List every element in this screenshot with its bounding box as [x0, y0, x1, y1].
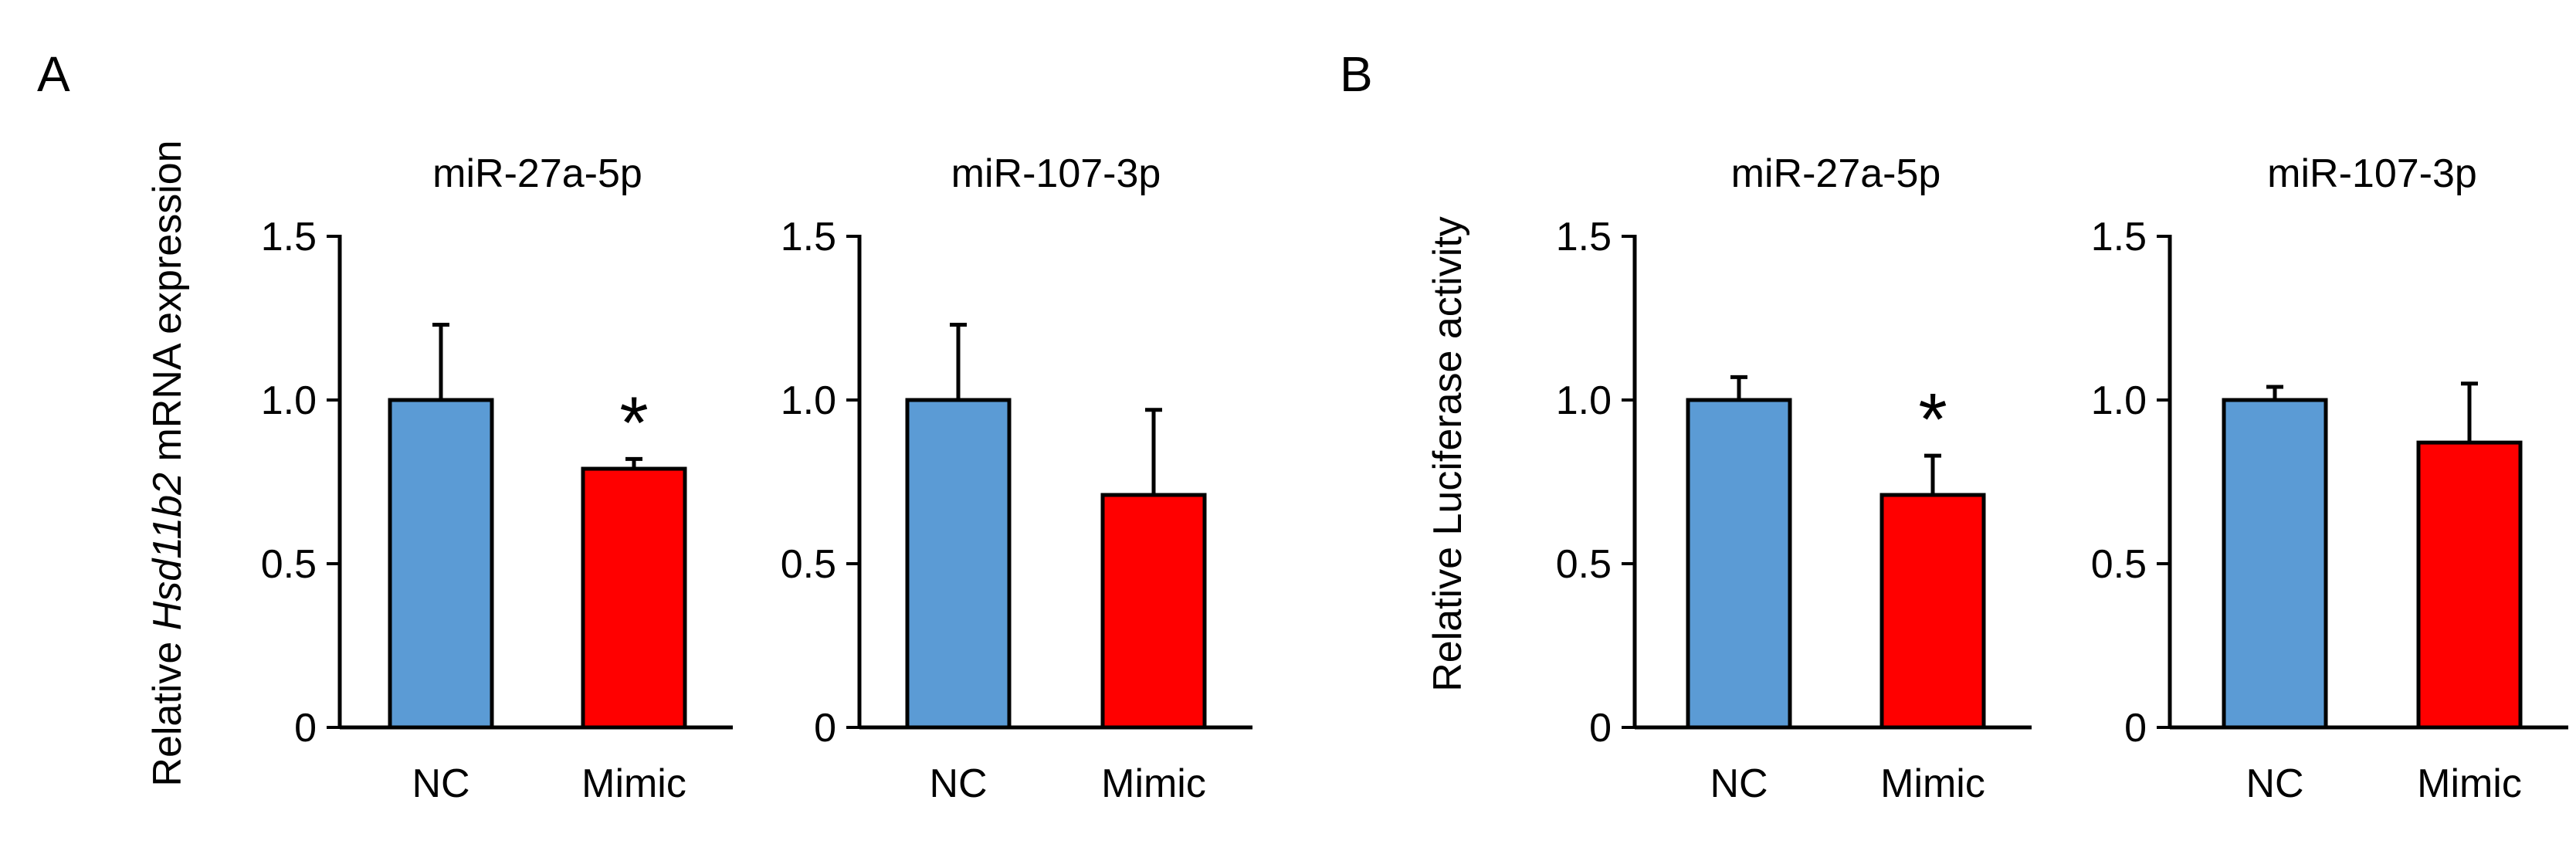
y-tick-label: 1.5 — [2091, 215, 2147, 259]
y-tick-label: 0.5 — [2091, 542, 2147, 587]
y-axis-label-a-suffix: mRNA expression — [145, 140, 190, 473]
y-tick-label: 1.5 — [781, 215, 836, 259]
y-tick-label: 0.5 — [1556, 542, 1612, 587]
y-tick-label: 1.0 — [781, 378, 836, 423]
y-axis-label-a: Relative Hsd11b2 mRNA expression — [145, 140, 190, 786]
y-tick-label: 0.5 — [781, 542, 836, 587]
bar-nc — [1686, 398, 1792, 730]
x-tick-label: Mimic — [1101, 761, 1206, 806]
y-tick-label: 0 — [294, 706, 317, 751]
chart-title: miR-107-3p — [2267, 151, 2477, 196]
panel-label-b: B — [1340, 46, 1373, 102]
y-tick-label: 0 — [1589, 706, 1612, 751]
y-tick-label: 0.5 — [261, 542, 317, 587]
bar-nc — [2222, 398, 2328, 730]
y-tick-label: 1.5 — [261, 215, 317, 259]
chart-2: miR-27a-5p 0 0.5 1.0 1.5 NC Mimic * — [1556, 151, 2032, 806]
y-tick-label: 1.0 — [1556, 378, 1612, 423]
y-axis-label-b: Relative Luciferase activity — [1425, 216, 1470, 692]
panel-label-a: A — [37, 46, 70, 102]
significance-marker: * — [619, 381, 648, 464]
bar-nc — [905, 398, 1012, 730]
y-tick-label: 0 — [814, 706, 836, 751]
x-tick-label: Mimic — [581, 761, 686, 806]
chart-1: miR-107-3p 0 0.5 1.0 1.5 NC Mimic — [781, 151, 1252, 806]
y-tick-label: 0 — [2124, 706, 2147, 751]
chart-3: miR-107-3p 0 0.5 1.0 1.5 NC Mimic — [2091, 151, 2568, 806]
bar-mimic — [581, 466, 687, 730]
charts: miR-27a-5p 0 0.5 1.0 1.5 NC Mimic * miR-107-3p 0 0… — [261, 151, 2568, 806]
chart-title: miR-27a-5p — [432, 151, 642, 196]
chart-title: miR-107-3p — [951, 151, 1161, 196]
y-tick-label: 1.0 — [2091, 378, 2147, 423]
x-tick-label: NC — [929, 761, 987, 806]
bar-mimic — [1100, 493, 1207, 730]
y-tick-label: 1.5 — [1556, 215, 1612, 259]
bar-mimic — [2416, 440, 2523, 730]
x-tick-label: NC — [2246, 761, 2303, 806]
significance-marker: * — [1918, 378, 1947, 461]
x-tick-label: NC — [412, 761, 469, 806]
bar-nc — [388, 398, 494, 730]
x-tick-label: Mimic — [1880, 761, 1985, 806]
chart-title: miR-27a-5p — [1731, 151, 1941, 196]
y-tick-label: 1.0 — [261, 378, 317, 423]
x-tick-label: NC — [1710, 761, 1768, 806]
y-axis-label-a-gene: Hsd11b2 — [145, 473, 190, 630]
chart-0: miR-27a-5p 0 0.5 1.0 1.5 NC Mimic * — [261, 151, 733, 806]
y-axis-label-a-prefix: Relative — [145, 630, 190, 786]
x-tick-label: Mimic — [2417, 761, 2522, 806]
bar-mimic — [1879, 493, 1986, 730]
